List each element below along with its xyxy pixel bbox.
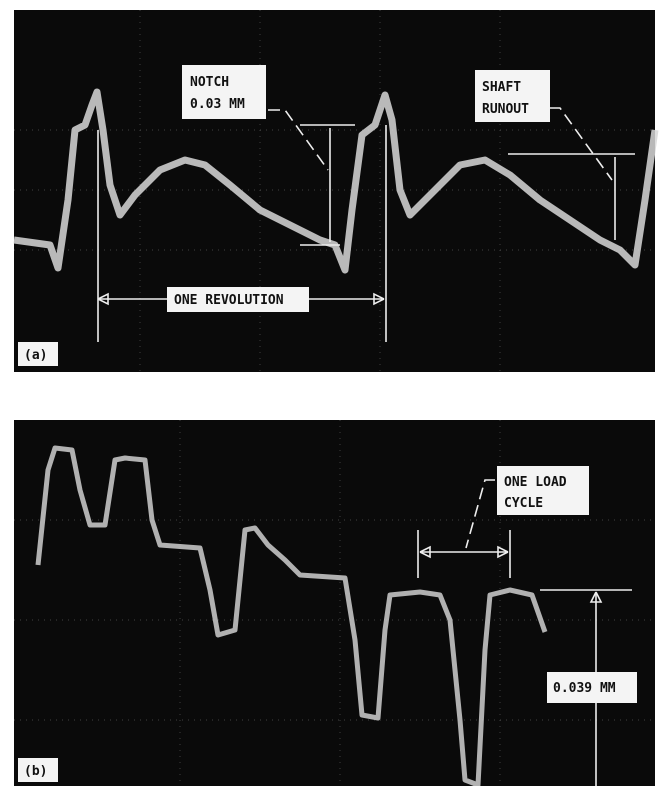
notch-box [182, 65, 266, 119]
annotation-lines-b [417, 479, 632, 786]
amplitude-label: 0.039 MM [553, 681, 616, 696]
revolution-label: ONE REVOLUTION [174, 293, 284, 308]
load-cycle-box [497, 466, 589, 515]
notch-value: 0.03 MM [190, 97, 245, 112]
runout-box [475, 70, 550, 122]
runout-label: RUNOUT [482, 102, 529, 117]
trace-b [35, 445, 548, 786]
panel-label-box [18, 342, 58, 366]
runout-label: SHAFT [482, 80, 521, 95]
load-cycle-label: CYCLE [504, 496, 543, 511]
panel-label-box [18, 758, 58, 782]
panel-label: (a) [24, 348, 47, 363]
load-cycle-label: ONE LOAD [504, 475, 567, 490]
revolution-box [167, 287, 309, 312]
notch-label: NOTCH [190, 75, 229, 90]
amplitude-box [547, 672, 637, 703]
panel-label: (b) [24, 764, 47, 779]
